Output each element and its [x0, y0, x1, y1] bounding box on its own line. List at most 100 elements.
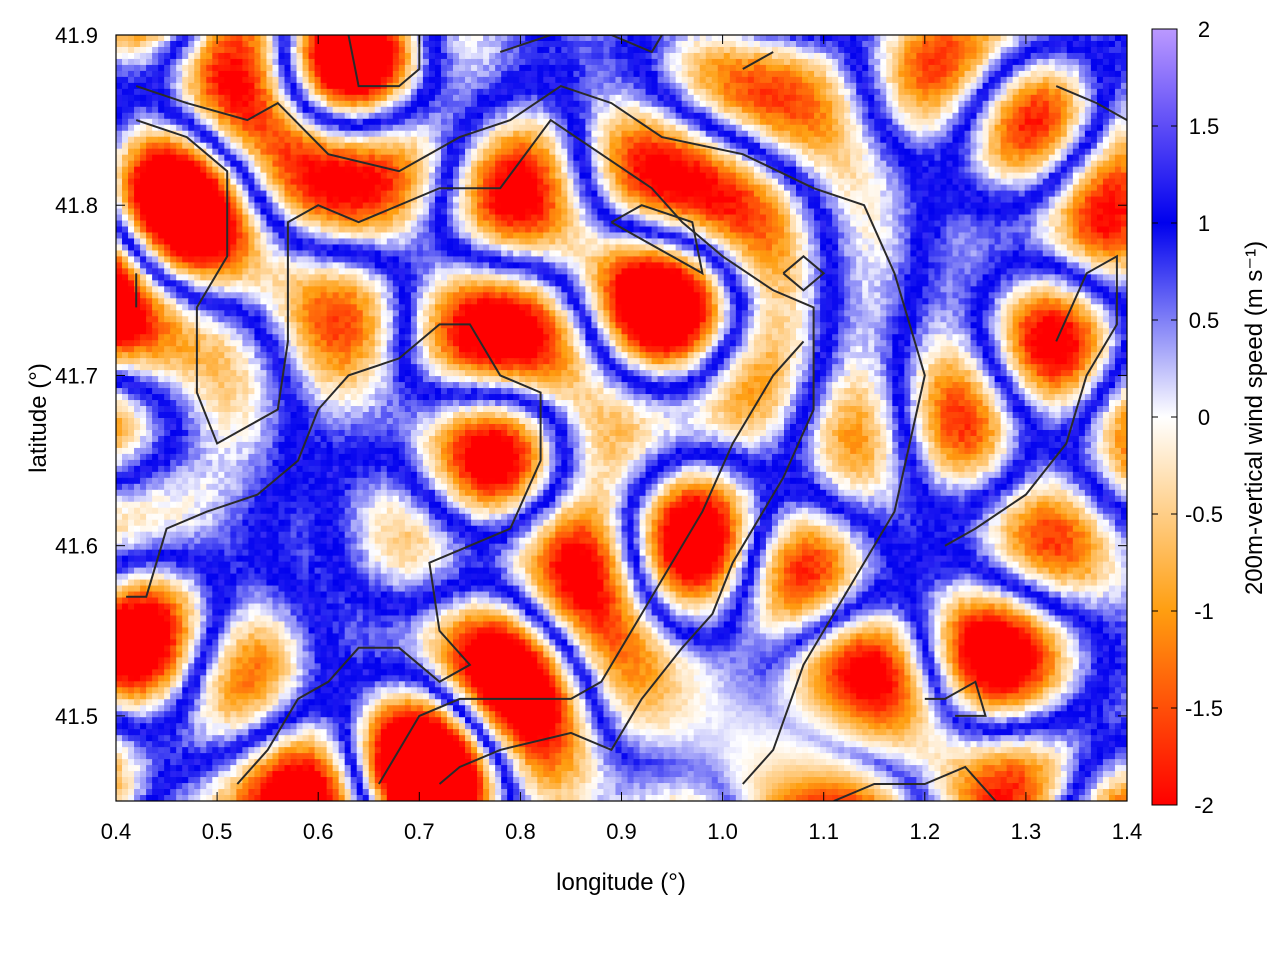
heatmap-cell: [970, 178, 978, 186]
heatmap-cell: [615, 46, 623, 54]
heatmap-cell: [489, 148, 496, 156]
heatmap-cell: [212, 148, 219, 156]
heatmap-cell: [591, 52, 599, 60]
heatmap-cell: [681, 136, 689, 144]
heatmap-cell: [164, 106, 171, 114]
heatmap-cell: [465, 94, 472, 102]
heatmap-cell: [471, 82, 478, 90]
heatmap-cell: [603, 184, 611, 192]
heatmap-cell: [134, 76, 141, 84]
heatmap-cell: [440, 196, 448, 204]
heatmap-cell: [741, 166, 749, 174]
heatmap-cell: [627, 58, 635, 66]
heatmap-cell: [693, 154, 701, 162]
heatmap-cell: [1024, 70, 1032, 78]
heatmap-cell: [278, 35, 286, 42]
heatmap-cell: [428, 40, 436, 48]
heatmap-cell: [489, 196, 496, 204]
heatmap-cell: [248, 184, 256, 192]
heatmap-cell: [362, 172, 370, 180]
heatmap-cell: [868, 35, 875, 42]
heatmap-cell: [1024, 184, 1032, 192]
heatmap-cell: [212, 112, 219, 120]
heatmap-cell: [146, 184, 153, 192]
heatmap-cell: [290, 148, 298, 156]
heatmap-cell: [952, 35, 960, 42]
heatmap-cell: [976, 202, 984, 210]
heatmap-cell: [627, 190, 635, 198]
heatmap-cell: [645, 100, 653, 108]
heatmap-cell: [525, 124, 532, 132]
heatmap-cell: [735, 35, 743, 42]
heatmap-cell: [1114, 130, 1122, 138]
heatmap-cell: [158, 88, 165, 96]
heatmap-cell: [428, 196, 436, 204]
heatmap-cell: [802, 166, 809, 174]
heatmap-cell: [290, 160, 298, 168]
heatmap-cell: [705, 64, 713, 72]
heatmap-cell: [1018, 196, 1026, 204]
heatmap-cell: [1090, 46, 1098, 54]
heatmap-cell: [555, 46, 562, 54]
heatmap-cell: [1000, 88, 1008, 96]
heatmap-cell: [922, 40, 930, 48]
heatmap-cell: [368, 118, 376, 126]
heatmap-cell: [573, 94, 580, 102]
heatmap-cell: [549, 106, 556, 114]
heatmap-cell: [717, 46, 725, 54]
heatmap-cell: [783, 136, 791, 144]
heatmap-cell: [398, 82, 406, 90]
heatmap-cell: [296, 52, 304, 60]
heatmap-cell: [1048, 148, 1056, 156]
heatmap-cell: [633, 82, 641, 90]
heatmap-cell: [278, 52, 286, 60]
heatmap-cell: [368, 88, 376, 96]
heatmap-cell: [1012, 118, 1020, 126]
heatmap-cell: [471, 166, 478, 174]
heatmap-cell: [615, 208, 623, 216]
heatmap-cell: [645, 94, 653, 102]
heatmap-cell: [976, 160, 984, 168]
heatmap-cell: [639, 52, 647, 60]
heatmap-cell: [561, 124, 568, 132]
heatmap-cell: [898, 196, 905, 204]
heatmap-cell: [471, 172, 478, 180]
heatmap-cell: [1000, 154, 1008, 162]
heatmap-cell: [1120, 154, 1127, 162]
heatmap-cell: [374, 100, 382, 108]
heatmap-cell: [1096, 88, 1104, 96]
heatmap-cell: [675, 52, 683, 60]
heatmap-cell: [230, 142, 237, 150]
heatmap-cell: [284, 160, 292, 168]
heatmap-cell: [182, 130, 189, 138]
heatmap-cell: [290, 142, 298, 150]
heatmap-cell: [1012, 52, 1020, 60]
heatmap-cell: [434, 35, 442, 42]
heatmap-cell: [422, 118, 430, 126]
heatmap-cell: [230, 35, 237, 42]
heatmap-cell: [386, 106, 394, 114]
heatmap-cell: [693, 58, 701, 66]
heatmap-cell: [838, 208, 845, 216]
heatmap-cell: [164, 148, 171, 156]
heatmap-cell: [753, 112, 761, 120]
heatmap-cell: [308, 64, 316, 72]
heatmap-cell: [1072, 76, 1080, 84]
heatmap-cell: [777, 94, 785, 102]
heatmap-cell: [747, 142, 755, 150]
heatmap-cell: [627, 94, 635, 102]
heatmap-cell: [434, 88, 442, 96]
heatmap-cell: [922, 202, 930, 210]
heatmap-cell: [753, 184, 761, 192]
heatmap-cell: [994, 94, 1002, 102]
heatmap-cell: [368, 184, 376, 192]
heatmap-cell: [759, 112, 767, 120]
heatmap-cell: [832, 178, 839, 186]
heatmap-cell: [176, 88, 183, 96]
heatmap-cell: [200, 52, 207, 60]
heatmap-cell: [278, 94, 286, 102]
heatmap-cell: [892, 184, 899, 192]
heatmap-cell: [170, 46, 177, 54]
heatmap-cell: [958, 46, 966, 54]
heatmap-cell: [434, 52, 442, 60]
